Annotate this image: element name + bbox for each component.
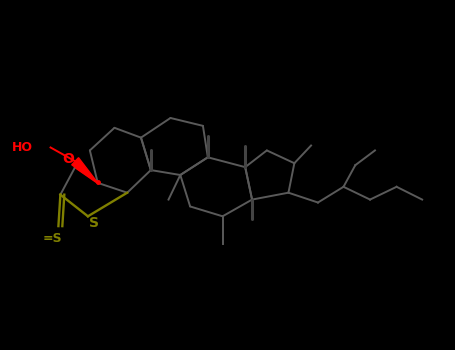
- Text: HO: HO: [12, 141, 33, 154]
- Text: O: O: [62, 152, 74, 166]
- Text: =S: =S: [43, 232, 62, 245]
- Text: S: S: [89, 216, 99, 230]
- Polygon shape: [72, 158, 98, 183]
